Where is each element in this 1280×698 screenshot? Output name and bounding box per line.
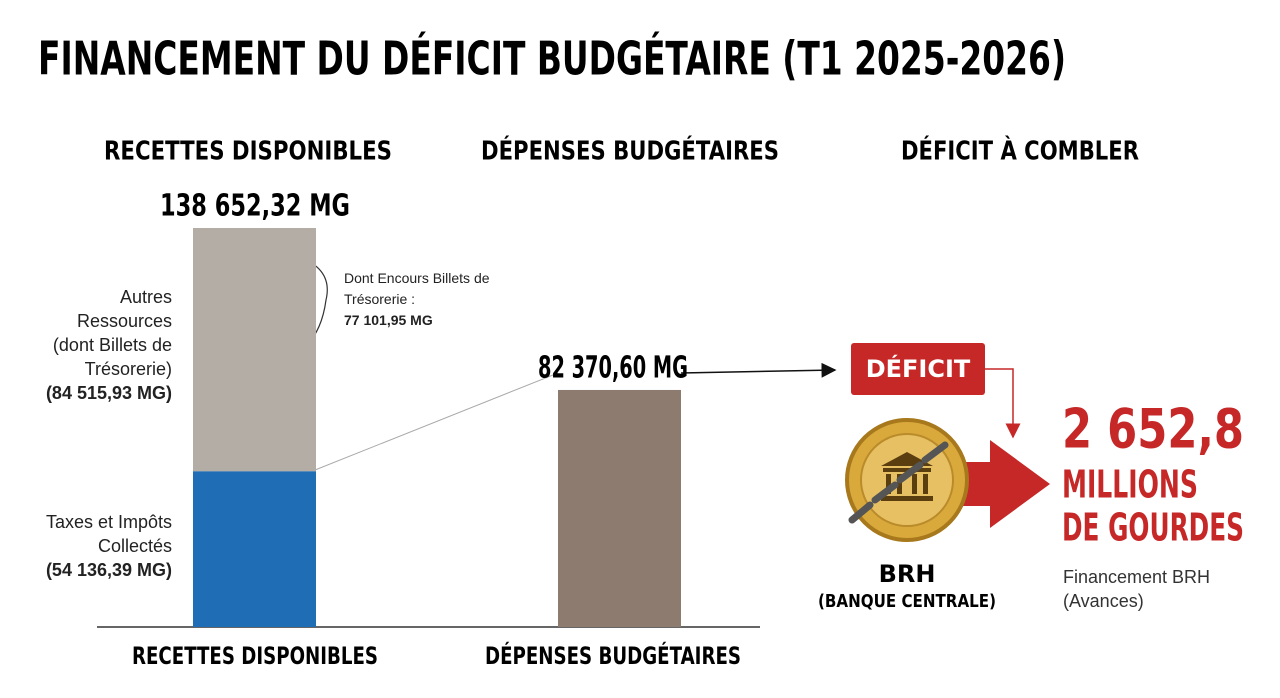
column-title: DÉPENSES BUDGÉTAIRES [481, 135, 779, 167]
annotation-value: 77 101,95 MG [344, 312, 433, 328]
big-arrow [955, 440, 1050, 528]
total-label: 82 370,60 MG [538, 350, 688, 385]
series-name: Autres Ressources (dont Billets de Tréso… [52, 287, 172, 379]
annotation-text: Dont Encours Billets de Trésorerie : [344, 270, 490, 307]
column-title: DÉFICIT À COMBLER [901, 135, 1139, 167]
note: Financement BRH [1063, 567, 1210, 587]
deficit-amount: 2 652,8 [1062, 398, 1244, 461]
bar [558, 389, 681, 627]
deficit-unit: MILLIONS [1062, 463, 1198, 507]
bar [193, 471, 316, 627]
connector [314, 372, 559, 471]
x-label: DÉPENSES BUDGÉTAIRES [485, 641, 741, 670]
red-arrow [985, 368, 1021, 439]
x-label: RECETTES DISPONIBLES [132, 642, 378, 670]
chain [848, 441, 949, 524]
arrow [680, 362, 837, 378]
lender: BRH [879, 560, 936, 588]
bar [193, 228, 316, 472]
series-name: Taxes et Impôts Collectés [45, 512, 172, 556]
deficit-unit: DE GOURDES [1062, 506, 1244, 550]
series-label: Autres Ressources (dont Billets de Tréso… [20, 285, 172, 405]
series-value: (84 515,93 MG) [45, 383, 172, 403]
badge-text: DÉFICIT [866, 354, 971, 383]
series-label: Taxes et Impôts Collectés (54 136,39 MG) [20, 510, 172, 582]
column-title: RECETTES DISPONIBLES [104, 137, 392, 167]
title: FINANCEMENT DU DÉFICIT BUDGÉTAIRE (T1 20… [38, 32, 1066, 86]
series-value: (54 136,39 MG) [45, 560, 172, 580]
total-label: 138 652,32 MG [160, 189, 350, 224]
deficit-badge [851, 343, 985, 395]
annotation: Dont Encours Billets de Trésorerie : 77 1… [344, 268, 494, 331]
lender-detail: (BANQUE CENTRALE) [818, 591, 996, 612]
note: (Avances) [1063, 591, 1144, 611]
